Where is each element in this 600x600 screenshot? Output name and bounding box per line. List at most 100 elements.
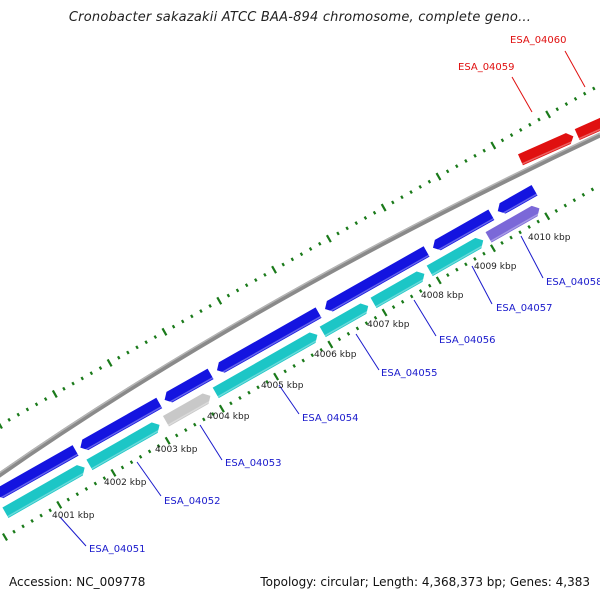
- tick-mark: [171, 324, 176, 329]
- leader-line: [511, 76, 533, 113]
- tick-mark: [582, 91, 587, 96]
- gene-shading: [165, 376, 214, 405]
- leader-line: [199, 424, 223, 461]
- tick-mark: [16, 412, 21, 417]
- gene-shading: [90, 427, 163, 470]
- gene-label-esa_04060[interactable]: ESA_04060: [510, 35, 567, 46]
- tick-mark: [110, 468, 117, 477]
- tick-mark: [254, 278, 258, 282]
- gene-shading: [324, 308, 372, 337]
- gene-label-esa_04053[interactable]: ESA_04053: [225, 458, 282, 469]
- gene-shading: [167, 398, 214, 427]
- tick-mark: [435, 276, 442, 285]
- reverse-gene-8[interactable]: [484, 204, 541, 244]
- tick-mark: [537, 117, 541, 122]
- tick-mark: [84, 486, 89, 491]
- tick-mark: [256, 385, 260, 390]
- tick-mark: [98, 366, 103, 370]
- leader-line: [564, 50, 586, 88]
- tick-mark: [299, 252, 304, 257]
- gene-label-esa_04058[interactable]: ESA_04058: [546, 277, 600, 288]
- tick-mark: [590, 187, 595, 192]
- gene-label-esa_04059[interactable]: ESA_04059: [458, 62, 515, 73]
- forward-gene-2[interactable]: [79, 396, 164, 452]
- gene-shading: [489, 211, 543, 243]
- tick-mark: [337, 337, 342, 342]
- forward-gene-7[interactable]: [496, 183, 539, 215]
- tick-mark: [563, 203, 568, 208]
- forward-gene-4[interactable]: [215, 306, 323, 374]
- tick-mark: [554, 208, 559, 213]
- reverse-gene-7[interactable]: [425, 236, 485, 278]
- tick-mark: [527, 224, 531, 229]
- tick-mark: [202, 417, 206, 422]
- tick-mark: [473, 257, 477, 261]
- tick-mark: [409, 190, 413, 194]
- tick-mark: [129, 460, 134, 465]
- tick-mark: [292, 363, 296, 368]
- tick-mark: [455, 164, 459, 169]
- rna-gene-1[interactable]: [516, 131, 575, 167]
- forward-gene-1[interactable]: [0, 443, 80, 500]
- gene-label-esa_04054[interactable]: ESA_04054: [302, 413, 359, 424]
- tick-mark: [490, 141, 497, 150]
- gene-label-esa_04057[interactable]: ESA_04057: [496, 303, 553, 314]
- kbp-label: 4005 kbp: [261, 381, 304, 391]
- tick-mark: [39, 513, 43, 518]
- forward-gene-5[interactable]: [323, 244, 431, 313]
- tick-mark: [126, 350, 130, 355]
- gene-shading: [578, 128, 600, 140]
- tick-mark: [391, 200, 395, 205]
- tick-mark: [93, 481, 98, 486]
- reverse-gene-2[interactable]: [85, 421, 161, 472]
- tick-mark: [281, 262, 285, 267]
- tick-mark: [66, 497, 71, 502]
- leader-line: [278, 384, 300, 415]
- reverse-gene-1[interactable]: [1, 464, 86, 520]
- backbone-highlight: [0, 132, 600, 474]
- gene-label-esa_04055[interactable]: ESA_04055: [381, 368, 438, 379]
- tick-mark: [51, 389, 58, 398]
- tick-mark: [144, 340, 148, 345]
- gene-shading: [0, 453, 79, 500]
- gene-features[interactable]: [0, 114, 600, 520]
- reverse-gene-6[interactable]: [369, 270, 426, 310]
- tick-mark: [427, 179, 432, 184]
- outer-tick-track: [0, 86, 596, 430]
- tick-mark: [208, 304, 212, 308]
- summary-text: Topology: circular; Length: 4,368,373 bp…: [260, 575, 590, 589]
- tick-mark: [244, 283, 249, 288]
- gene-label-esa_04051[interactable]: ESA_04051: [89, 544, 146, 555]
- reverse-gene-5[interactable]: [318, 302, 370, 339]
- reverse-gene-3[interactable]: [161, 392, 212, 428]
- leader-line: [471, 265, 493, 305]
- reverse-gene-4[interactable]: [211, 331, 319, 400]
- gene-shading: [434, 217, 495, 253]
- tick-mark: [346, 331, 351, 336]
- tick-mark: [572, 198, 577, 203]
- forward-gene-3[interactable]: [163, 367, 215, 404]
- rna-gene-2[interactable]: [573, 114, 600, 142]
- gene-labels[interactable]: ESA_04051 ESA_04052 ESA_04053 ESA_04054 ESA_…: [89, 35, 600, 555]
- kbp-label: 4003 kbp: [155, 445, 198, 455]
- tick-mark: [117, 355, 121, 360]
- tick-mark: [473, 153, 477, 158]
- gene-label-esa_04056[interactable]: ESA_04056: [439, 335, 496, 346]
- forward-gene-6[interactable]: [431, 208, 496, 252]
- tick-mark: [120, 465, 125, 470]
- tick-mark: [490, 244, 496, 253]
- tick-mark: [381, 308, 388, 317]
- tick-mark: [518, 127, 523, 132]
- tick-mark: [435, 172, 442, 181]
- kbp-label: 4004 kbp: [207, 412, 250, 422]
- tick-mark: [265, 380, 269, 384]
- tick-mark: [373, 315, 378, 320]
- tick-mark: [89, 371, 94, 376]
- tick-mark: [482, 148, 486, 153]
- gene-label-esa_04052[interactable]: ESA_04052: [164, 496, 221, 507]
- tick-mark: [445, 169, 450, 174]
- tick-mark: [183, 428, 188, 433]
- leader-line: [413, 299, 437, 337]
- kbp-label: 4010 kbp: [528, 233, 571, 243]
